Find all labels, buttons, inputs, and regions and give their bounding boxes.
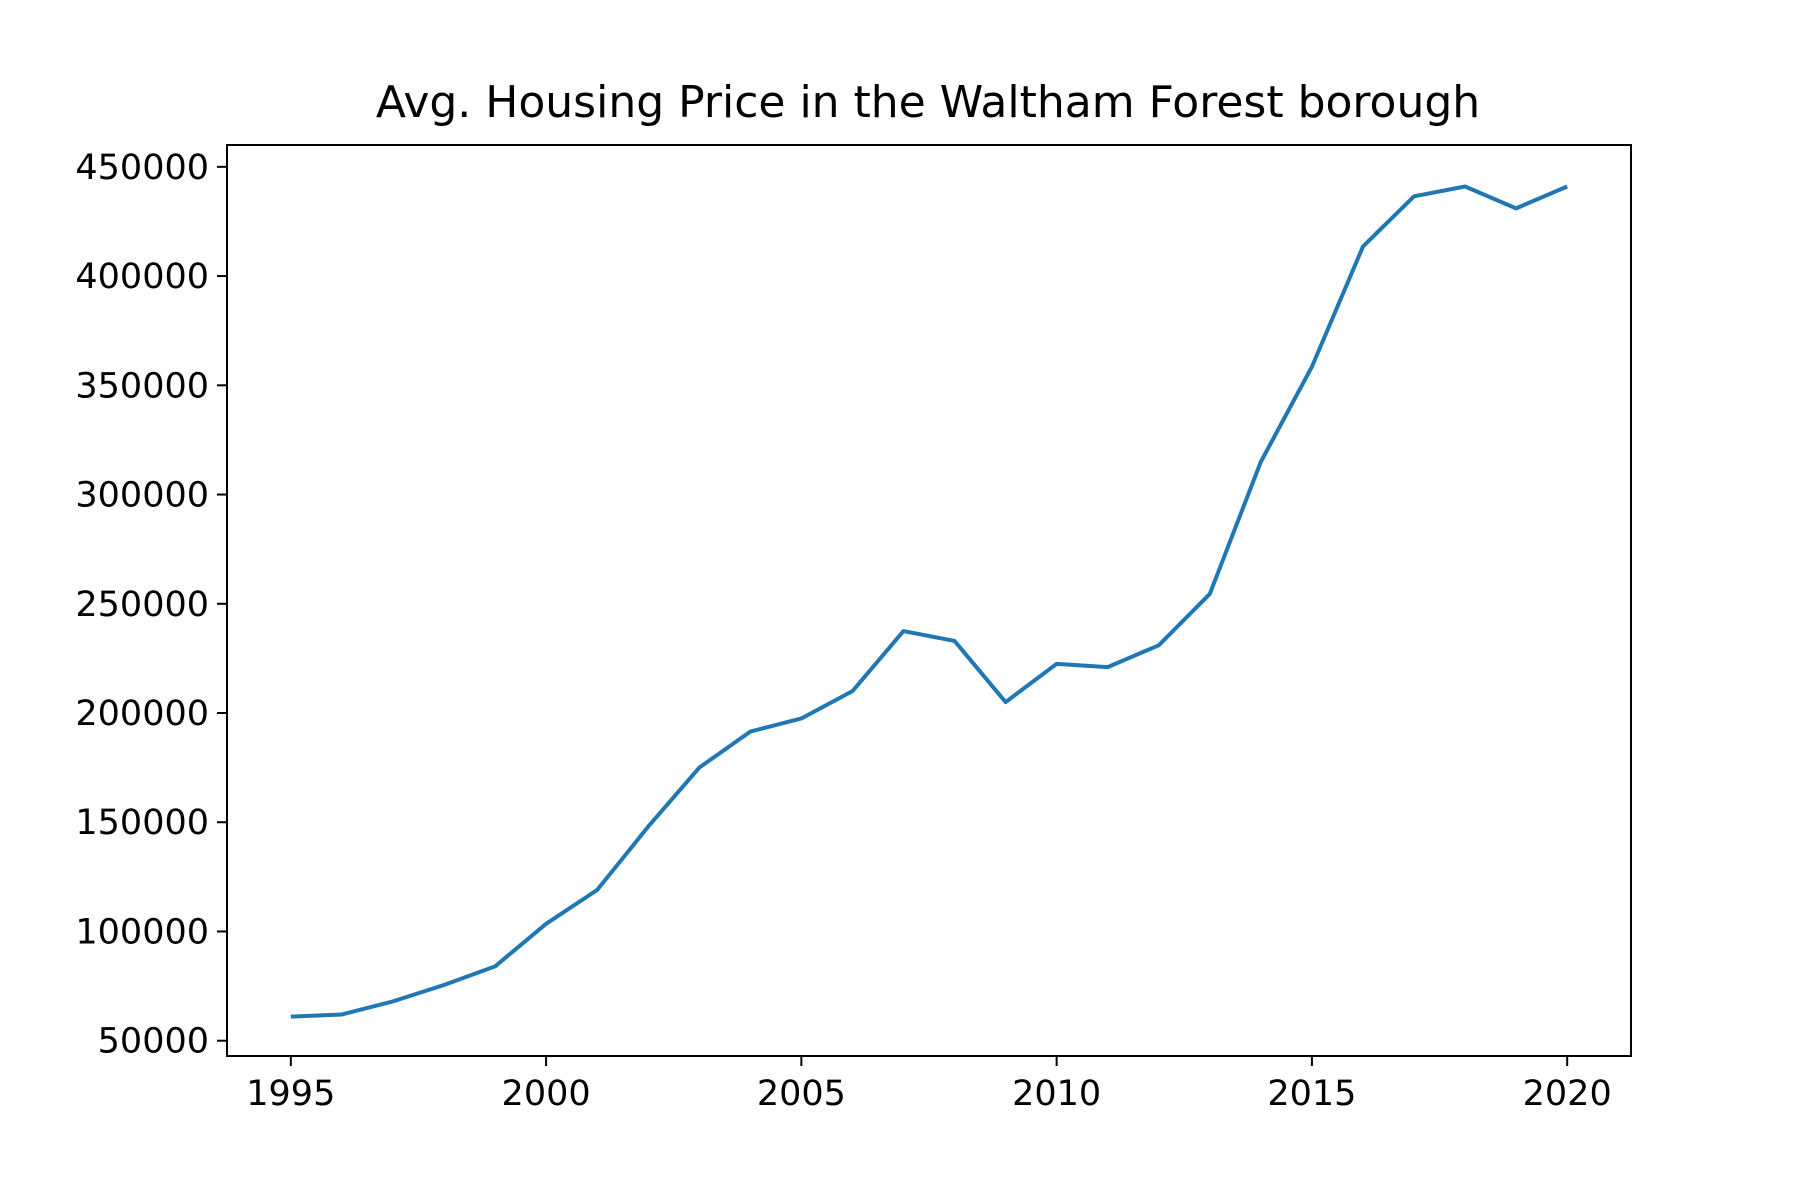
y-tick-label: 50000 (98, 1022, 209, 1062)
y-tick-label: 250000 (75, 585, 209, 625)
y-tick-label: 400000 (75, 257, 209, 297)
x-tick-label: 2015 (1267, 1074, 1356, 1114)
x-tick-label: 2005 (757, 1074, 846, 1114)
y-tick-label: 100000 (75, 912, 209, 952)
x-tick-label: 2020 (1523, 1074, 1612, 1114)
y-tick-label: 150000 (75, 803, 209, 843)
plot-frame (226, 144, 1632, 1057)
series-layer (290, 184, 1568, 1019)
x-tick-label: 2010 (1012, 1074, 1101, 1114)
chart-title: Avg. Housing Price in the Waltham Forest… (376, 77, 1480, 128)
y-tick-label: 450000 (75, 148, 209, 188)
y-tick-label: 350000 (75, 366, 209, 406)
series-line (290, 184, 1568, 1019)
x-tick-label: 2000 (502, 1074, 591, 1114)
y-tick-label: 300000 (75, 476, 209, 516)
x-axis: 1995 2000 2005 2010 2015 2020 (246, 1056, 1612, 1114)
y-axis: 50000 100000 150000 200000 250000 300000 35000… (75, 148, 227, 1062)
y-tick-label: 200000 (75, 694, 209, 734)
x-tick-label: 1995 (246, 1074, 335, 1114)
